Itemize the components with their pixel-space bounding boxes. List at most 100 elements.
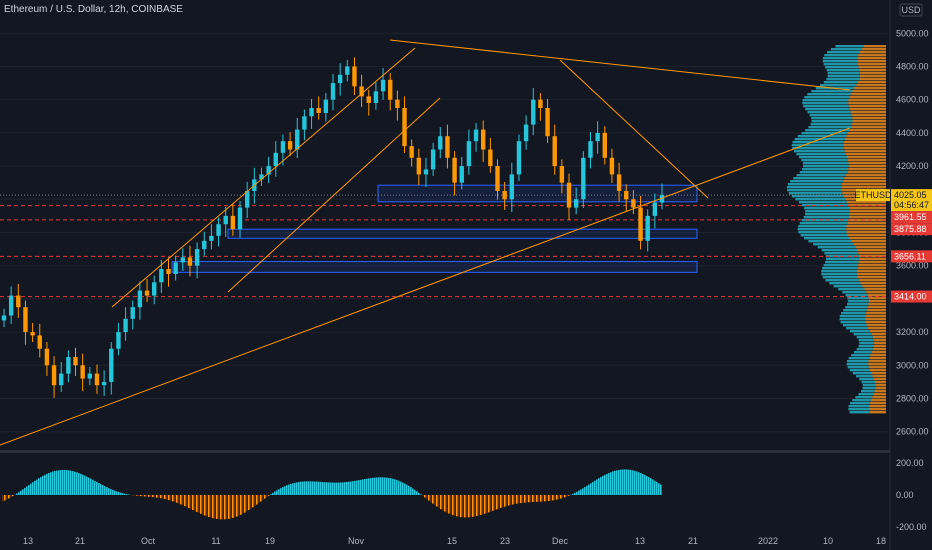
candle-body — [244, 190, 250, 208]
volume-bar-down — [848, 219, 886, 222]
volume-bar-down — [866, 324, 886, 327]
trendline[interactable] — [559, 59, 709, 199]
currency-badge[interactable] — [899, 3, 923, 17]
candle-body — [87, 373, 93, 379]
volume-bar-down — [841, 183, 886, 186]
oscillator-bar — [604, 474, 606, 495]
oscillator-bar — [42, 475, 44, 495]
volume-bar-up — [824, 252, 859, 255]
level-price-tag[interactable] — [891, 290, 932, 303]
volume-bar-down — [872, 396, 886, 399]
trendline[interactable] — [0, 127, 851, 446]
grid — [0, 32, 888, 433]
oscillator-bar — [564, 495, 566, 498]
oscillator-bar — [226, 495, 228, 520]
volume-bar-up — [821, 270, 857, 273]
candle-body — [30, 332, 35, 336]
level-price-value: 3656.11 — [894, 251, 926, 261]
volume-bar-down — [857, 276, 886, 279]
oscillator-bar — [126, 494, 128, 495]
volume-bar-up — [787, 183, 842, 186]
volume-bar-up — [823, 264, 858, 267]
oscillator-bar — [78, 473, 80, 495]
oscillator-bar — [316, 481, 318, 495]
oscillator-bar — [302, 481, 304, 495]
symbol-badge[interactable] — [856, 189, 890, 202]
volume-bar-down — [870, 354, 886, 357]
candle-body — [166, 269, 171, 274]
oscillator-bar — [160, 495, 162, 499]
oscillator-bar — [168, 495, 170, 501]
candle-body — [573, 199, 579, 208]
oscillator-bar — [406, 484, 408, 495]
volume-bar-up — [858, 345, 874, 348]
dashed-levels — [0, 194, 888, 298]
oscillator-bar — [488, 495, 490, 513]
volume-bar-down — [873, 345, 886, 348]
oscillator-bar — [356, 480, 358, 495]
volume-bar-up — [804, 207, 850, 210]
oscillator-bar — [248, 495, 250, 511]
volume-bar-up — [799, 222, 848, 225]
price-tick-label: 4400.00 — [896, 128, 929, 138]
volume-bar-down — [866, 309, 886, 312]
trendline[interactable] — [111, 47, 416, 308]
oscillator-bar — [536, 495, 538, 502]
candle-body — [237, 207, 243, 230]
volume-bar-down — [858, 66, 886, 69]
oscillator-bar — [656, 481, 658, 495]
oscillator-bar — [212, 495, 214, 519]
candle-body — [51, 365, 57, 386]
trendlines[interactable] — [0, 39, 851, 446]
current-price-tag[interactable] — [891, 189, 932, 212]
oscillator-bar — [322, 482, 324, 495]
volume-bar-up — [808, 126, 852, 129]
volume-bar-down — [857, 264, 886, 267]
oscillator-bar — [294, 482, 296, 495]
oscillator-bar — [112, 489, 114, 495]
oscillator-bar — [586, 485, 588, 495]
oscillator-bar — [380, 477, 382, 495]
time-axis[interactable]: 13 21 Oct 11 19 Nov 15 23 Dec 13 21 2022 10 18 — [23, 536, 886, 546]
oscillator-bar — [94, 480, 96, 495]
oscillator-bar — [538, 495, 540, 502]
candle-body — [602, 132, 607, 158]
volume-bar-up — [839, 315, 866, 318]
trendline[interactable] — [227, 97, 441, 293]
oscillator-bar — [432, 495, 434, 504]
level-price-value: 3961.55 — [894, 212, 927, 222]
price-axis[interactable]: 2600.002800.003000.003200.003400.003600.… — [854, 28, 932, 532]
volume-bar-up — [797, 135, 847, 138]
volume-bar-up — [848, 357, 870, 360]
oscillator-bar — [8, 495, 10, 499]
oscillator-bar — [578, 490, 580, 495]
oscillator-bar — [4, 495, 6, 501]
volume-bar-up — [825, 279, 859, 282]
pane-separator[interactable] — [0, 450, 890, 453]
volume-bar-down — [847, 132, 886, 135]
volume-bar-down — [865, 318, 886, 321]
oscillator-bar — [582, 488, 584, 495]
oscillator-bar — [158, 495, 160, 498]
oscillator-bar — [386, 477, 388, 495]
oscillator-bar — [16, 493, 18, 495]
volume-bar-down — [868, 303, 886, 306]
trendline[interactable] — [389, 39, 851, 91]
oscillator-bar — [206, 495, 208, 517]
oscillator-bar — [562, 495, 564, 499]
level-price-tag[interactable] — [891, 223, 932, 236]
volume-bar-up — [823, 81, 858, 84]
candle-body — [373, 91, 379, 104]
level-price-tag[interactable] — [891, 250, 932, 263]
candle-body — [144, 290, 150, 296]
oscillator-bar — [468, 495, 470, 518]
level-price-tag[interactable] — [891, 211, 932, 224]
volume-bar-up — [801, 159, 848, 162]
oscillator-bar — [186, 495, 188, 508]
oscillator-bar — [152, 495, 154, 498]
candle-body — [516, 141, 522, 175]
volume-bar-down — [844, 177, 886, 180]
volume-bar-down — [869, 408, 886, 411]
oscillator-bar — [592, 481, 594, 495]
